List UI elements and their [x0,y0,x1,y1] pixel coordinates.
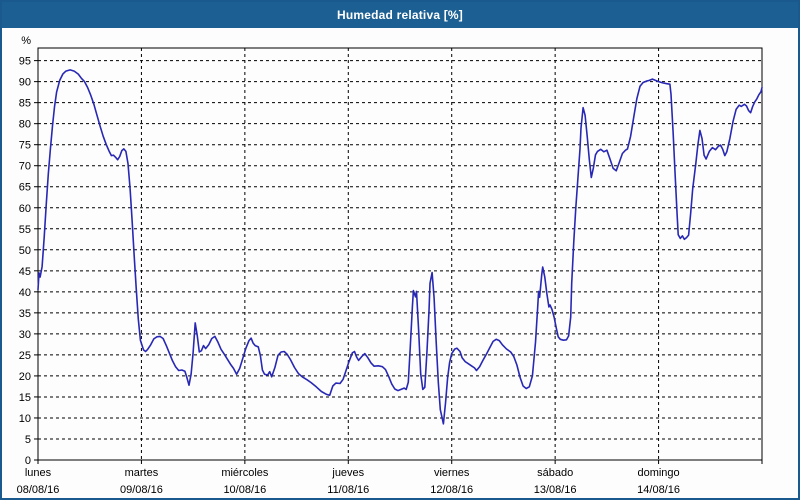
x-date-label: 12/08/16 [430,484,473,496]
x-day-label: domingo [637,467,679,479]
y-tick-label: 50 [19,245,31,257]
y-tick-label: 75 [19,140,31,152]
y-tick-label: 80 [19,119,31,131]
y-tick-label: 25 [19,350,31,362]
window-title: Humedad relativa [%] [336,8,464,22]
y-tick-label: 70 [19,161,31,173]
y-tick-label: 55 [19,224,31,236]
x-date-label: 09/08/16 [120,484,163,496]
y-tick-label: 35 [19,308,31,320]
chart-area: 0 5 10 15 20 25 30 35 40 45 50 55 60 65 70 75 80 85 90 95% l… [2,28,798,498]
x-day-label: sábado [537,467,573,479]
x-date-label: 10/08/16 [223,484,266,496]
x-date-label: 14/08/16 [637,484,680,496]
plot-border [37,47,763,461]
y-tick-label: 65 [19,182,31,194]
y-tick-label: 10 [19,413,31,425]
y-tick-label: 40 [19,287,31,299]
x-day-label: jueves [331,467,364,479]
y-tick-label: 15 [19,392,31,404]
y-tick-label: 5 [25,434,31,446]
x-date-label: 11/08/16 [327,484,369,496]
x-day-label: viernes [434,467,470,479]
y-tick-label: 0 [25,455,31,467]
title-bar: Humedad relativa [%] [2,2,798,28]
y-tick-label: 90 [19,77,31,89]
x-date-label: 13/08/16 [534,484,577,496]
x-day-label: martes [125,467,159,479]
y-tick-label: 60 [19,203,31,215]
y-axis-unit-label: % [21,35,31,47]
humidity-series-line [37,69,763,425]
y-tick-label: 95 [19,56,31,68]
y-tick-label: 85 [19,98,31,110]
y-tick-label: 20 [19,371,31,383]
x-day-label: lunes [25,467,52,479]
x-day-label: miércoles [221,467,269,479]
humidity-line-chart: 0 5 10 15 20 25 30 35 40 45 50 55 60 65 70 75 80 85 90 95% l… [17,35,763,496]
x-date-label: 08/08/16 [17,484,60,496]
y-tick-label: 45 [19,266,31,278]
y-tick-label: 30 [19,329,31,341]
